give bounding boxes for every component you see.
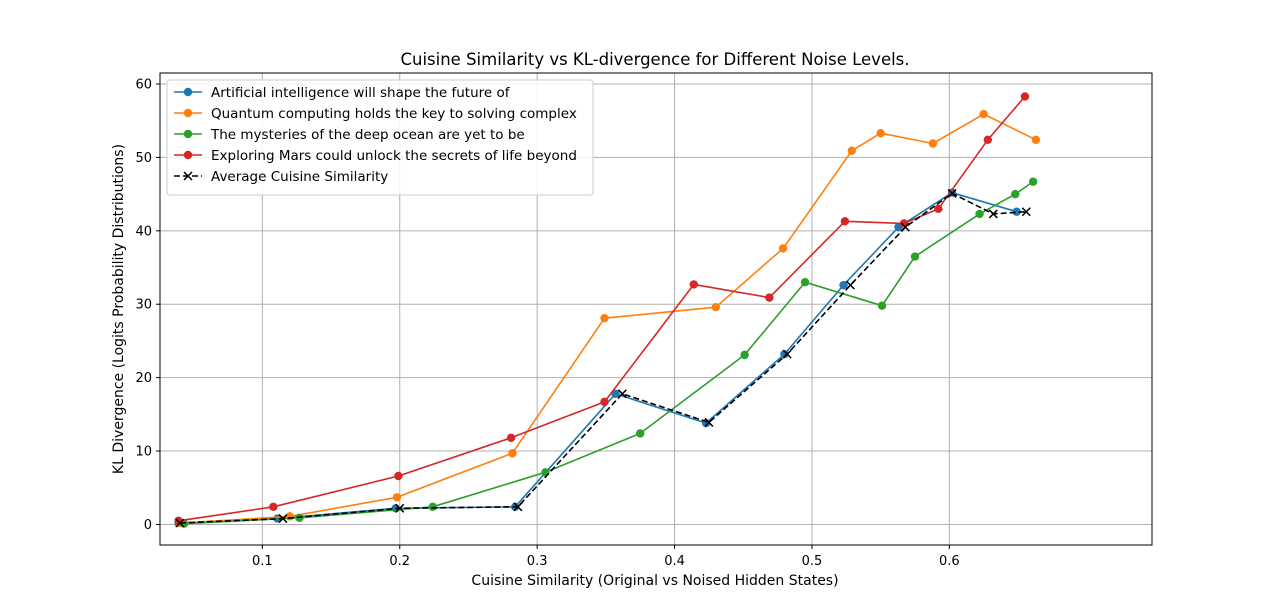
series-1-point — [611, 389, 620, 398]
series-5-point — [900, 222, 910, 232]
series-3-point — [800, 278, 810, 287]
legend-label: Average Cuisine Similarity — [211, 169, 388, 185]
series-1-point — [839, 280, 848, 290]
series-5-point — [513, 502, 523, 512]
series-3-point — [635, 429, 645, 438]
legend-swatch-marker — [183, 108, 193, 118]
point-x-stroke — [617, 389, 627, 399]
series-4-point — [765, 293, 774, 302]
series-5-point — [278, 514, 288, 524]
y-axis-label: KL Divergence (Logits Probability Distri… — [111, 144, 127, 474]
legend-label: Quantum computing holds the key to solvi… — [211, 106, 577, 122]
legend-label: Artificial intelligence will shape the f… — [211, 85, 511, 101]
legend-item: The mysteries of the deep ocean are yet … — [174, 127, 525, 143]
series-5-point — [988, 209, 998, 219]
legend-swatch-marker — [183, 171, 193, 181]
series-4-point — [506, 433, 516, 443]
legend-swatch-marker — [183, 129, 193, 139]
series-5-line — [179, 192, 1027, 524]
point-x-stroke — [900, 222, 910, 232]
series-2-point — [600, 313, 609, 323]
point-x-stroke — [782, 349, 792, 359]
series-5-point — [947, 188, 957, 198]
series-2-line — [179, 113, 1037, 524]
point-x-stroke — [947, 188, 957, 198]
x-tick-label: 0.5 — [802, 554, 823, 569]
y-tick-label: 0 — [144, 518, 152, 533]
series-5-point — [704, 417, 714, 427]
series-2-point — [778, 244, 788, 253]
point-x-stroke — [513, 502, 523, 512]
legend-item: Quantum computing holds the key to solvi… — [174, 106, 577, 122]
series-4-point — [840, 217, 850, 226]
series-3-point — [1011, 189, 1020, 199]
series-4-point — [983, 135, 993, 144]
series-4-point — [934, 204, 943, 214]
chart-title: Cuisine Similarity vs KL-divergence for … — [400, 50, 909, 69]
point-x-stroke — [395, 503, 405, 513]
x-tick-label: 0.3 — [527, 554, 548, 569]
ticks: 0.1 0.2 0.3 0.4 0.5 0.6 0 10 20 30 40 50 60 — [135, 78, 959, 569]
series-1-point — [780, 349, 789, 359]
series-layer — [174, 92, 1041, 528]
point-x-stroke — [175, 518, 185, 528]
legend-item: Average Cuisine Similarity — [174, 169, 388, 185]
x-tick-label: 0.1 — [252, 554, 273, 569]
series-5-point — [1021, 207, 1031, 217]
x-axis-label: Cuisine Similarity (Original vs Noised H… — [471, 573, 838, 589]
series-2-point — [392, 493, 402, 502]
series-4-point — [394, 471, 403, 481]
y-tick-label: 20 — [135, 371, 152, 386]
x-tick-label: 0.4 — [664, 554, 685, 569]
series-3-point — [877, 301, 887, 310]
series-4-point — [269, 502, 278, 512]
series-1-point — [1012, 207, 1021, 216]
series-2-point — [876, 128, 885, 138]
series-5-point — [395, 503, 405, 513]
series-5-point — [845, 280, 855, 290]
legend-swatch-marker — [183, 87, 193, 97]
point-x-stroke — [988, 209, 998, 219]
series-2-point — [979, 109, 988, 119]
y-tick-label: 10 — [135, 445, 152, 460]
y-tick-label: 50 — [135, 151, 152, 166]
legend-label: Exploring Mars could unlock the secrets … — [211, 148, 577, 164]
y-tick-label: 40 — [135, 224, 152, 239]
y-tick-label: 60 — [135, 78, 152, 93]
series-3-point — [975, 209, 984, 219]
point-x-stroke — [704, 417, 714, 427]
legend-item: Artificial intelligence will shape the f… — [174, 85, 511, 101]
x-tick-label: 0.2 — [389, 554, 410, 569]
series-3-point — [428, 502, 437, 512]
series-2-point — [928, 139, 938, 148]
series-3-point — [910, 252, 920, 261]
legend-label: The mysteries of the deep ocean are yet … — [210, 127, 525, 143]
legend: Artificial intelligence will shape the f… — [166, 79, 594, 196]
series-3-point — [1028, 177, 1038, 186]
legend-item: Exploring Mars could unlock the secrets … — [174, 148, 577, 164]
legend-swatch-marker — [183, 150, 193, 160]
plot-frame — [159, 72, 1153, 546]
point-x-stroke — [278, 514, 288, 524]
series-2-point — [711, 302, 720, 312]
legend-box — [166, 79, 594, 196]
series-4-point — [600, 397, 609, 407]
series-3-point — [740, 350, 749, 360]
point-x-stroke — [845, 280, 855, 290]
series-5-point — [175, 518, 185, 528]
series-3-point — [541, 468, 550, 477]
series-5-point — [617, 389, 627, 399]
series-2-point — [508, 449, 517, 458]
series-2-point — [1031, 135, 1041, 144]
series-4-point — [1020, 92, 1030, 101]
series-5-point — [782, 349, 792, 359]
point-x-stroke — [1021, 207, 1031, 217]
y-tick-label: 30 — [135, 298, 152, 313]
series-4-point — [689, 280, 698, 289]
x-tick-label: 0.6 — [939, 554, 960, 569]
series-2-point — [285, 512, 295, 521]
series-2-point — [847, 146, 856, 156]
